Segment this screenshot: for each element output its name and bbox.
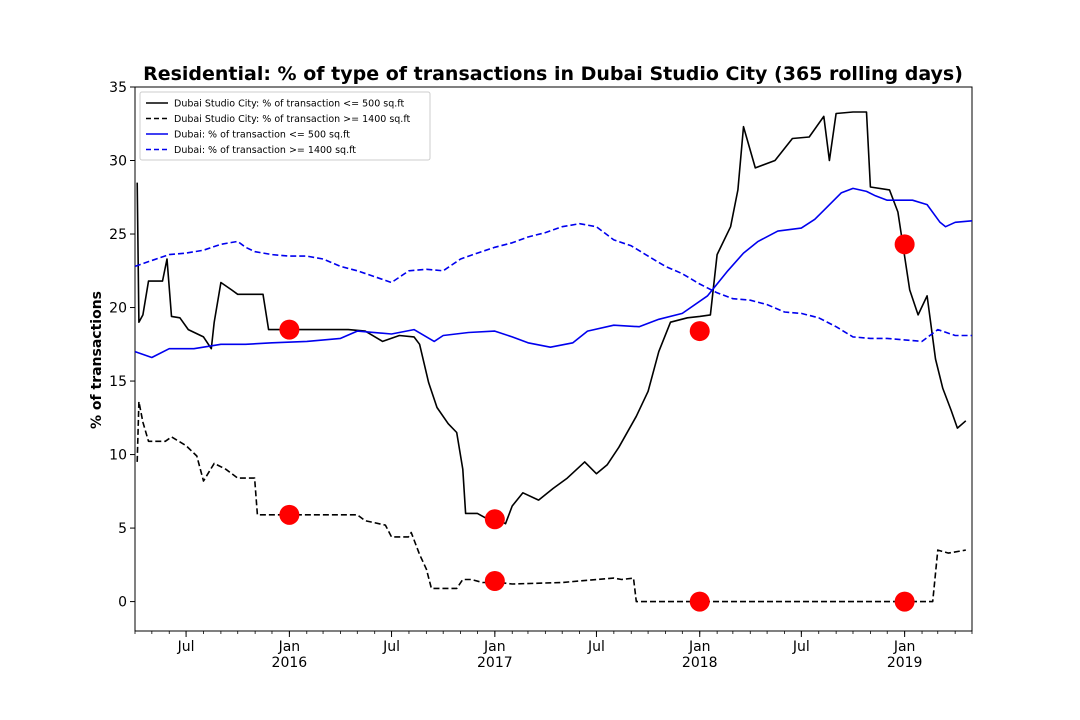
x-tick-year-label: 2018 [682,655,718,671]
y-tick-label: 0 [118,595,127,611]
red-marker [894,591,915,612]
x-tick-label: Jul [177,639,195,655]
marker-layer [279,234,915,612]
red-marker [484,571,505,592]
x-tick-year-label: 2019 [887,655,923,671]
legend: Dubai Studio City: % of transaction <= 5… [139,91,431,161]
y-tick-label: 20 [109,301,127,317]
series-layer [134,111,973,603]
x-tick-label: Jul [382,639,400,655]
red-marker [894,234,915,255]
x-tick-label: Jan [688,639,711,655]
legend-entry: Dubai: % of transaction >= 1400 sq.ft [174,145,356,156]
legend-entry: Dubai Studio City: % of transaction <= 5… [174,99,404,110]
y-tick-label: 5 [118,521,127,537]
series-line-2 [136,400,966,603]
chart-title: Residential: % of type of transactions i… [143,63,963,85]
y-axis: 0 5 10 15 20 25 30 35 [109,80,135,611]
y-tick-label: 35 [109,80,127,96]
x-tick-label: Jan [278,639,301,655]
y-tick-label: 25 [109,227,127,243]
x-tick-label: Jul [587,639,605,655]
y-tick-label: 30 [109,154,127,170]
series-line-1 [136,111,967,525]
red-marker [279,504,300,525]
series-line-4 [134,222,972,343]
y-tick-label: 10 [109,448,127,464]
legend-entry: Dubai Studio City: % of transaction >= 1… [174,114,410,125]
red-marker [689,591,710,612]
plot-frame [134,86,973,632]
red-marker [689,321,710,342]
x-tick-label: Jan [893,639,916,655]
x-tick-label: Jul [792,639,810,655]
red-marker [484,509,505,530]
legend-entry: Dubai: % of transaction <= 500 sq.ft [174,130,350,141]
legend-box [139,91,431,161]
y-tick-label: 15 [109,374,127,390]
x-tick-year-label: 2016 [272,655,308,671]
red-marker [279,319,300,340]
series-line-3 [134,187,973,359]
y-axis-label: % of transactions [89,291,105,429]
x-tick-label: Jan [483,639,506,655]
x-tick-year-label: 2017 [477,655,513,671]
